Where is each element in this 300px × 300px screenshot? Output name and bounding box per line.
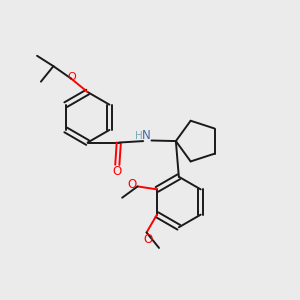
Text: O: O — [128, 178, 137, 191]
Text: O: O — [112, 165, 121, 178]
Text: O: O — [68, 72, 76, 82]
Text: H: H — [135, 131, 142, 141]
Text: N: N — [142, 129, 151, 142]
Text: O: O — [143, 232, 153, 245]
